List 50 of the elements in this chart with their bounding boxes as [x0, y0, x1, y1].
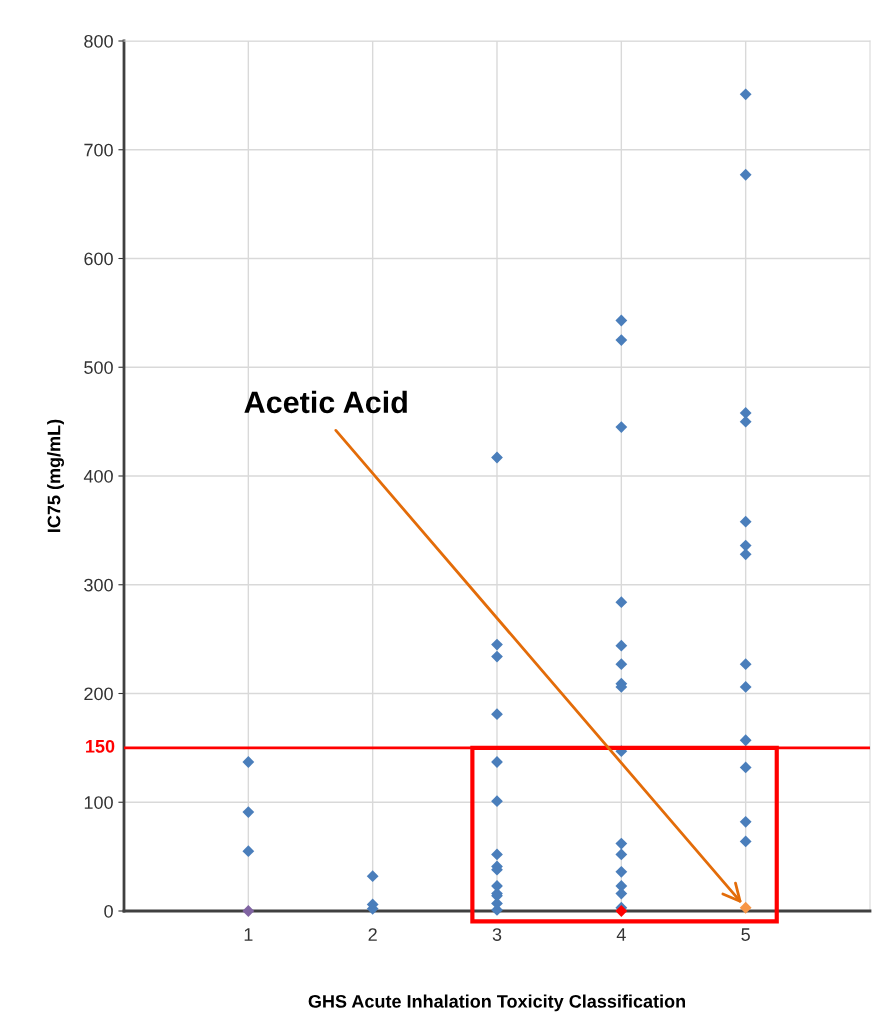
ref-line-label: 150: [86, 739, 115, 753]
y-tick-label: 300: [84, 578, 113, 592]
point: [739, 681, 752, 693]
point: [739, 734, 752, 747]
point: [615, 334, 628, 346]
point: [615, 314, 628, 327]
x-tick-label: 2: [368, 928, 377, 941]
point: [491, 848, 503, 861]
point: [615, 639, 628, 652]
point: [491, 795, 503, 808]
point: [615, 837, 628, 850]
point: [739, 815, 752, 828]
point: [615, 658, 628, 671]
y-tick-label: 100: [84, 796, 113, 809]
point: [739, 761, 752, 774]
y-tick-label: 800: [84, 34, 113, 48]
x-tick-label: 1: [244, 928, 253, 941]
point: [739, 407, 752, 419]
point: [739, 168, 752, 181]
point: [491, 650, 503, 663]
y-tick-label: 700: [84, 143, 113, 157]
annotation: Acetic Acid: [244, 390, 407, 414]
point: [491, 638, 503, 651]
point: [242, 756, 255, 768]
point: [366, 870, 379, 883]
y-tick-label: 500: [84, 361, 113, 374]
point: [242, 845, 255, 858]
x-tick-label: 4: [616, 928, 626, 941]
y-tick-label: 0: [104, 904, 113, 918]
point: [739, 901, 752, 914]
point: [242, 905, 255, 917]
point: [491, 708, 503, 721]
y-tick-label: 600: [84, 252, 113, 266]
x-axis-title: GHS Acute Inhalation Toxicity Classification: [308, 994, 686, 1012]
y-tick-label: 400: [83, 469, 113, 483]
y-tick-label: 200: [84, 687, 113, 701]
point: [615, 848, 628, 861]
point: [739, 658, 752, 671]
point: [491, 451, 503, 464]
point: [615, 905, 628, 917]
point: [739, 88, 752, 101]
point: [615, 421, 628, 433]
point: [615, 596, 628, 609]
point: [615, 865, 628, 878]
point: [739, 835, 752, 848]
point: [242, 806, 255, 818]
x-tick-label: 5: [741, 928, 750, 941]
x-tick-label: 3: [492, 928, 502, 941]
point: [739, 515, 752, 528]
y-axis-title: IC75 (mg/mL): [47, 419, 65, 532]
